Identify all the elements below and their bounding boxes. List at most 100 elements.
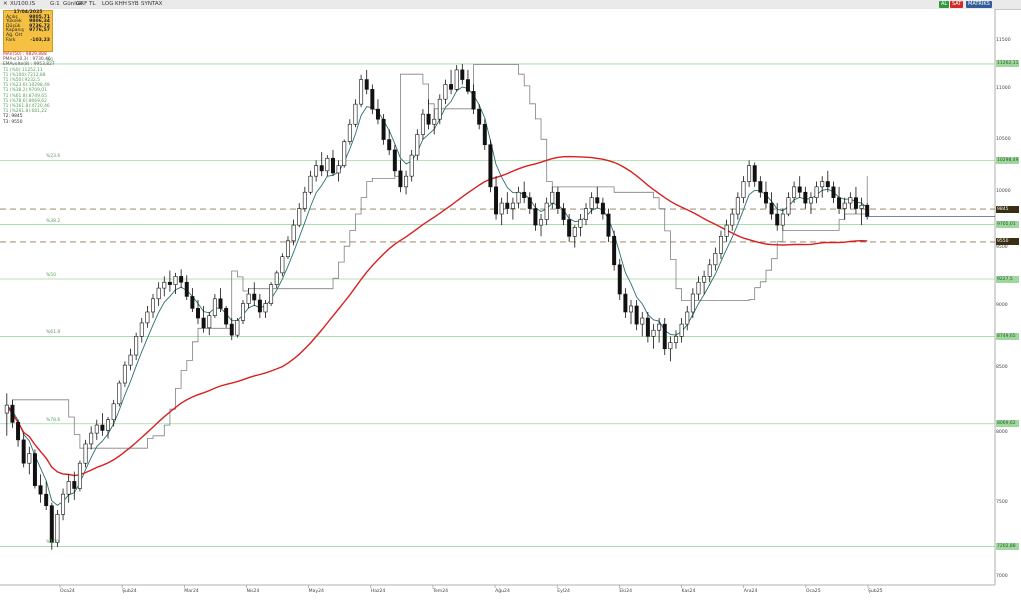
toolbar-item[interactable]: LOG <box>102 1 114 7</box>
candle-body <box>387 139 392 151</box>
info-date: 17/04/2025 <box>13 10 43 15</box>
candle-body <box>775 213 780 226</box>
indicator-value: T1 (%78.6):8069,62 <box>3 98 47 104</box>
info-value: 9805,71 <box>29 14 50 20</box>
candle-body <box>21 439 26 464</box>
candle-body <box>179 276 184 283</box>
candle-body <box>134 336 139 356</box>
toolbar-item[interactable]: SYNTAX <box>141 1 163 7</box>
fib-level-label: %23.6 <box>46 154 61 160</box>
candle-body <box>370 89 375 110</box>
matriks-button[interactable]: MATRİKS <box>966 1 992 8</box>
candle-body <box>848 197 853 204</box>
toolbar-item[interactable]: TL <box>89 1 96 7</box>
price-chart[interactable] <box>0 9 1021 602</box>
candle-body <box>561 208 566 220</box>
candle-body <box>263 303 268 313</box>
x-tick-label: Ağu24 <box>495 589 510 594</box>
toolbar-item[interactable]: GRF <box>76 1 88 7</box>
indicator-value: T1 (%23.6):10298,49 <box>3 83 50 89</box>
indicator-value: PMAx(10,3) : 9730,46 <box>3 57 51 63</box>
candle-body <box>555 191 560 209</box>
candle-body <box>640 317 645 325</box>
candle-body <box>420 113 425 135</box>
y-tick-label: 10500 <box>996 136 1011 142</box>
candle-body <box>707 264 712 277</box>
candle-body <box>606 213 611 237</box>
candle-body <box>589 197 594 209</box>
info-label: Yüksek <box>6 19 22 25</box>
fib-level-label: %0 <box>46 57 54 63</box>
candle-body <box>72 481 77 489</box>
fib-level-label: %61.8 <box>46 330 61 336</box>
indicator-value: T1 (%61.8):8749,65 <box>3 93 47 99</box>
x-tick-label: Kas24 <box>681 589 696 594</box>
candle-body <box>404 175 409 188</box>
info-label: Açılış <box>6 14 18 20</box>
toolbar-item[interactable]: G:1 <box>50 1 60 7</box>
toolbar-item[interactable]: Günlük <box>63 1 83 7</box>
candle-body <box>808 197 813 204</box>
candle-body <box>634 305 639 325</box>
candle-body <box>460 69 465 80</box>
candle-body <box>865 204 870 217</box>
candle-body <box>196 308 200 319</box>
x-tick-label: Şub25 <box>868 589 883 594</box>
candle-body <box>4 404 9 414</box>
candle-body <box>584 208 589 220</box>
candle-body <box>381 118 386 140</box>
candle-body <box>117 382 122 405</box>
close-icon[interactable]: ✕ <box>3 1 8 7</box>
toolbar-item[interactable]: KHH <box>115 1 127 7</box>
candle-body <box>730 213 735 226</box>
symbol-selector[interactable]: XU100.IS <box>10 1 36 7</box>
candle-body <box>465 79 470 92</box>
info-label: Kapanış <box>6 28 25 34</box>
indicator-value: T1 (%261.8):681,22 <box>3 109 47 115</box>
candle-body <box>229 323 234 336</box>
candle-body <box>471 91 476 110</box>
info-row: Yüksek 9806,34 <box>4 20 52 25</box>
candle-body <box>224 308 229 325</box>
candle-body <box>527 197 532 209</box>
candle-body <box>792 186 797 198</box>
candle-body <box>347 123 352 142</box>
buy-button[interactable]: AL <box>939 1 950 8</box>
info-label: Düşük <box>6 23 21 29</box>
candle-body <box>741 181 746 198</box>
candle-body <box>600 202 605 215</box>
candle-body <box>27 453 32 464</box>
candle-body <box>10 404 15 423</box>
candle-body <box>696 281 701 295</box>
candle-body <box>443 84 448 100</box>
sell-button[interactable]: SAT <box>950 1 964 8</box>
candle-body <box>167 281 172 285</box>
candle-body <box>853 197 858 209</box>
indicator-value: T1 (%100):7212,88 <box>3 72 46 78</box>
candle-body <box>392 149 397 172</box>
candle-body <box>280 256 285 274</box>
candle-body <box>145 311 150 324</box>
toolbar-item[interactable]: SYB <box>128 1 139 7</box>
candle-body <box>533 208 538 226</box>
candle-body <box>702 276 707 283</box>
candle-body <box>398 170 403 188</box>
plot-area <box>0 9 995 585</box>
candle-body <box>859 204 864 209</box>
candle-body <box>578 219 583 228</box>
candle-body <box>718 236 723 254</box>
candle-body <box>550 191 555 204</box>
fib-level-label: %50 <box>46 273 57 279</box>
x-tick-label: Nis24 <box>246 589 260 594</box>
y-tick-label: 9000 <box>996 302 1008 308</box>
candle-body <box>162 281 167 289</box>
candle-body <box>212 298 217 316</box>
candle-body <box>662 323 667 350</box>
candle-body <box>342 141 347 166</box>
candle-body <box>825 181 830 188</box>
candle-body <box>510 202 515 209</box>
candle-body <box>314 165 319 177</box>
fib-price-tag: 10298,49 <box>996 156 1019 164</box>
candle-body <box>269 284 274 304</box>
candle-body <box>623 293 628 313</box>
